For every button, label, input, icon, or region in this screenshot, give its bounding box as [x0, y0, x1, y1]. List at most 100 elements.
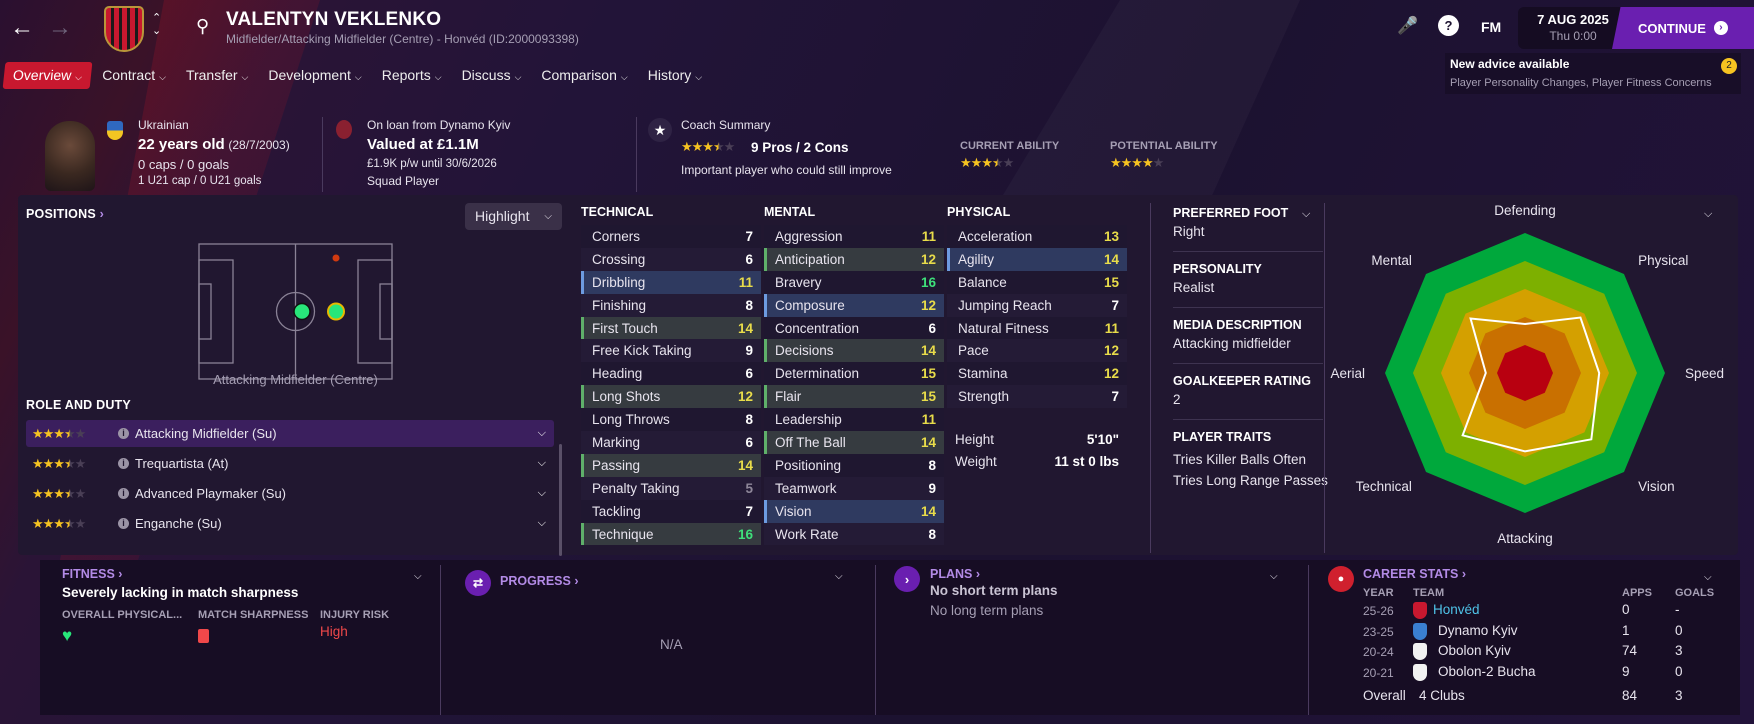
- radar-options-chevron[interactable]: ⌵: [1704, 208, 1713, 220]
- attribute-name: Flair: [775, 389, 802, 405]
- attribute-row[interactable]: First Touch 14: [581, 316, 761, 340]
- positions-link[interactable]: POSITIONS ›: [26, 207, 104, 221]
- attribute-row[interactable]: Positioning 8: [764, 453, 944, 477]
- tab-transfer[interactable]: Transfer ⌵: [177, 62, 257, 89]
- role-row[interactable]: ★★★★★ i Advanced Playmaker (Su) ⌵: [26, 480, 554, 507]
- attribute-row[interactable]: Leadership 11: [764, 408, 944, 432]
- highlight-dropdown[interactable]: Highlight ⌵: [465, 203, 562, 230]
- attribute-row[interactable]: Crossing 6: [581, 247, 761, 271]
- tab-comparison[interactable]: Comparison ⌵: [532, 62, 636, 89]
- attribute-row[interactable]: Tackling 7: [581, 499, 761, 523]
- attribute-row[interactable]: Corners 7: [581, 225, 761, 248]
- forward-button[interactable]: →: [48, 14, 72, 41]
- attribute-row[interactable]: Heading 6: [581, 362, 761, 386]
- continue-button[interactable]: CONTINUE ›: [1612, 7, 1754, 49]
- preferred-foot-label: PREFERRED FOOT: [1173, 206, 1289, 220]
- player-subtitle: Midfielder/Attacking Midfielder (Centre)…: [226, 32, 579, 46]
- attribute-row[interactable]: Flair 15: [764, 385, 944, 409]
- info-icon[interactable]: i: [118, 488, 129, 499]
- microphone-icon[interactable]: 🎤: [1397, 16, 1419, 35]
- advice-box[interactable]: New advice available Player Personality …: [1445, 53, 1741, 94]
- attribute-value: 9: [745, 343, 753, 359]
- attribute-row[interactable]: Pace 12: [947, 339, 1127, 363]
- role-row[interactable]: ★★★★★ i Attacking Midfielder (Su) ⌵: [26, 420, 554, 447]
- attribute-row[interactable]: Decisions 14: [764, 339, 944, 363]
- attribute-row[interactable]: Agility 14: [947, 247, 1127, 271]
- attribute-row[interactable]: Concentration 6: [764, 316, 944, 340]
- media-description-label: MEDIA DESCRIPTION: [1173, 318, 1302, 332]
- attribute-row[interactable]: Long Throws 8: [581, 408, 761, 432]
- plans-link[interactable]: PLANS ›: [930, 567, 981, 581]
- attribute-row[interactable]: Anticipation 12: [764, 247, 944, 271]
- chevron-down-icon[interactable]: ⌵: [537, 517, 546, 529]
- info-icon[interactable]: i: [118, 518, 129, 529]
- chevron-down-icon[interactable]: ⌵: [537, 427, 546, 439]
- attribute-row[interactable]: Passing 14: [581, 453, 761, 477]
- search-icon[interactable]: ⚲: [196, 16, 210, 36]
- progress-chevron[interactable]: ⌵: [835, 571, 843, 582]
- chevron-down-icon[interactable]: ⌵: [537, 457, 546, 469]
- back-button[interactable]: ←: [10, 14, 34, 41]
- attribute-row[interactable]: Bravery 16: [764, 270, 944, 294]
- attribute-row[interactable]: Balance 15: [947, 270, 1127, 294]
- role-row[interactable]: ★★★★★ i Trequartista (At) ⌵: [26, 450, 554, 477]
- details-dropdown-chevron[interactable]: ⌵: [1302, 208, 1311, 220]
- career-chevron[interactable]: ⌵: [1704, 572, 1712, 583]
- career-stats-link[interactable]: CAREER STATS ›: [1363, 567, 1467, 581]
- coach-summary[interactable]: Coach Summary ★★★★★ 9 Pros / 2 Cons Impor…: [681, 118, 892, 177]
- attribute-row[interactable]: Acceleration 13: [947, 225, 1127, 248]
- short-term-plans: No short term plans: [930, 583, 1058, 598]
- attribute-row[interactable]: Finishing 8: [581, 293, 761, 317]
- highlight-label: Highlight: [475, 208, 530, 224]
- tab-development[interactable]: Development ⌵: [259, 62, 370, 89]
- tab-history[interactable]: History ⌵: [639, 62, 711, 89]
- attribute-row[interactable]: Determination 15: [764, 362, 944, 386]
- nationality: Ukrainian: [138, 118, 189, 132]
- attribute-row[interactable]: Strength 7: [947, 385, 1127, 409]
- career-team[interactable]: Honvéd: [1433, 602, 1480, 617]
- ukraine-flag-icon: [107, 121, 123, 140]
- attribute-row[interactable]: Natural Fitness 11: [947, 316, 1127, 340]
- roles-scrollbar[interactable]: [559, 444, 562, 556]
- club-badge-icon: [1413, 663, 1427, 681]
- fitness-chevron[interactable]: ⌵: [414, 571, 422, 582]
- attribute-row[interactable]: Marking 6: [581, 431, 761, 454]
- help-icon[interactable]: ?: [1438, 15, 1459, 36]
- pa-stars: ★★★★★: [1110, 155, 1164, 170]
- info-icon[interactable]: i: [118, 458, 129, 469]
- tab-reports[interactable]: Reports ⌵: [373, 62, 451, 89]
- fm-menu-button[interactable]: FM: [1481, 19, 1502, 35]
- attribute-name: Heading: [592, 366, 643, 382]
- role-row[interactable]: ★★★★★ i Enganche (Su) ⌵: [26, 510, 554, 537]
- tab-discuss[interactable]: Discuss ⌵: [453, 62, 531, 89]
- tab-overview[interactable]: Overview ⌵: [2, 62, 93, 89]
- attribute-row[interactable]: Free Kick Taking 9: [581, 339, 761, 363]
- progress-link[interactable]: PROGRESS ›: [500, 574, 579, 588]
- attribute-row[interactable]: Penalty Taking 5: [581, 476, 761, 500]
- attribute-row[interactable]: Dribbling 11: [581, 270, 761, 294]
- attribute-value: 7: [1111, 389, 1119, 405]
- player-switch-arrows[interactable]: ⌃ ⌄: [152, 12, 162, 37]
- attribute-row[interactable]: Jumping Reach 7: [947, 293, 1127, 317]
- career-team[interactable]: Obolon Kyiv: [1438, 643, 1511, 658]
- position-dot-midfielder-centre: [293, 302, 311, 321]
- attribute-row[interactable]: Aggression 11: [764, 225, 944, 248]
- attribute-row[interactable]: Teamwork 9: [764, 476, 944, 500]
- attribute-row[interactable]: Vision 14: [764, 499, 944, 523]
- fitness-link[interactable]: FITNESS ›: [62, 567, 123, 581]
- attribute-row[interactable]: Composure 12: [764, 293, 944, 317]
- attribute-row[interactable]: Technique 16: [581, 522, 761, 546]
- attribute-row[interactable]: Long Shots 12: [581, 385, 761, 409]
- attribute-row[interactable]: Stamina 12: [947, 362, 1127, 386]
- radar-label-physical: Physical: [1638, 253, 1688, 268]
- career-team[interactable]: Obolon-2 Bucha: [1438, 663, 1536, 679]
- plans-chevron[interactable]: ⌵: [1270, 571, 1278, 582]
- loan-status[interactable]: On loan from Dynamo Kyiv: [367, 118, 511, 132]
- attribute-row[interactable]: Off The Ball 14: [764, 431, 944, 454]
- attribute-row[interactable]: Work Rate 8: [764, 522, 944, 546]
- tab-contract[interactable]: Contract ⌵: [93, 62, 175, 89]
- chevron-down-icon[interactable]: ⌵: [537, 487, 546, 499]
- info-icon[interactable]: i: [118, 428, 129, 439]
- club-crest[interactable]: [104, 6, 144, 52]
- career-team[interactable]: Dynamo Kyiv: [1438, 622, 1518, 638]
